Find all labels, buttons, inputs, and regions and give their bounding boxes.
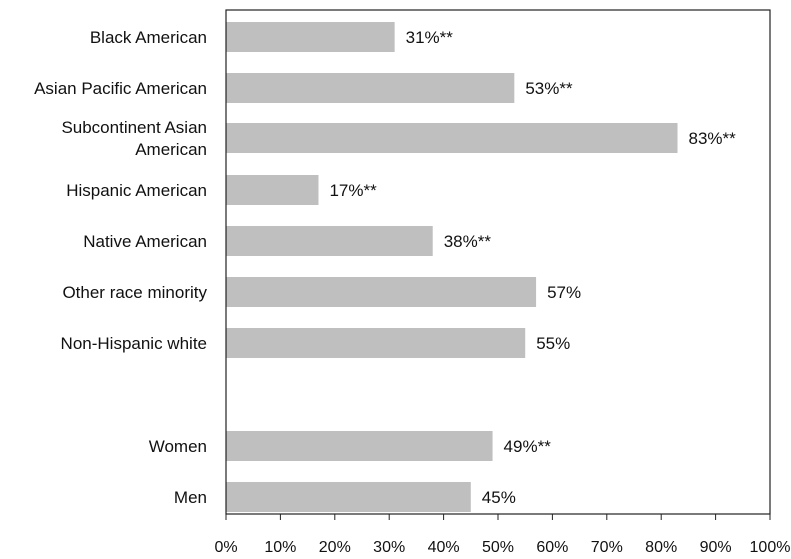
value-label: 57%: [547, 283, 581, 302]
category-label: Native American: [83, 232, 207, 251]
value-label: 55%: [536, 334, 570, 353]
category-label: Asian Pacific American: [34, 79, 207, 98]
value-label: 53%**: [525, 79, 573, 98]
axes-group: [225, 9, 771, 520]
x-tick-label: 20%: [319, 539, 351, 556]
value-label: 38%**: [444, 232, 492, 251]
category-label: Hispanic American: [66, 181, 207, 200]
x-tick-label: 100%: [750, 539, 791, 556]
value-label: 83%**: [689, 129, 737, 148]
x-tick-label: 0%: [214, 539, 237, 556]
category-label: American: [135, 140, 207, 159]
bar: [226, 277, 537, 307]
bar: [226, 431, 493, 461]
bar: [226, 328, 526, 358]
x-tick-labels-group: 0% 10% 20% 30% 40% 50% 60% 70% 80% 90% 100%: [214, 539, 790, 556]
bar: [226, 175, 319, 205]
bar: [226, 123, 678, 153]
x-tick-label: 70%: [591, 539, 623, 556]
bar: [226, 482, 471, 512]
category-label: Other race minority: [62, 283, 207, 302]
value-labels-group: 31%** 53%** 83%** 17%** 38%** 57% 55% 49%** 45%: [329, 28, 736, 507]
value-label: 45%: [482, 488, 516, 507]
value-label: 17%**: [329, 181, 377, 200]
bar: [226, 226, 433, 256]
x-tick-label: 80%: [645, 539, 677, 556]
category-label: Black American: [90, 28, 207, 47]
category-label: Non-Hispanic white: [61, 334, 207, 353]
category-label: Men: [174, 488, 207, 507]
x-tick-label: 50%: [482, 539, 514, 556]
category-label: Women: [149, 437, 207, 456]
category-label: Subcontinent Asian: [61, 118, 207, 137]
x-tick-label: 90%: [700, 539, 732, 556]
x-tick-label: 40%: [428, 539, 460, 556]
bar: [226, 22, 395, 52]
category-labels-group: Black American Asian Pacific American Subc…: [34, 28, 207, 507]
x-tick-label: 30%: [373, 539, 405, 556]
x-tick-label: 10%: [264, 539, 296, 556]
bar: [226, 73, 515, 103]
value-label: 31%**: [406, 28, 454, 47]
bars-group: [226, 22, 678, 512]
x-tick-label: 60%: [536, 539, 568, 556]
value-label: 49%**: [504, 437, 552, 456]
